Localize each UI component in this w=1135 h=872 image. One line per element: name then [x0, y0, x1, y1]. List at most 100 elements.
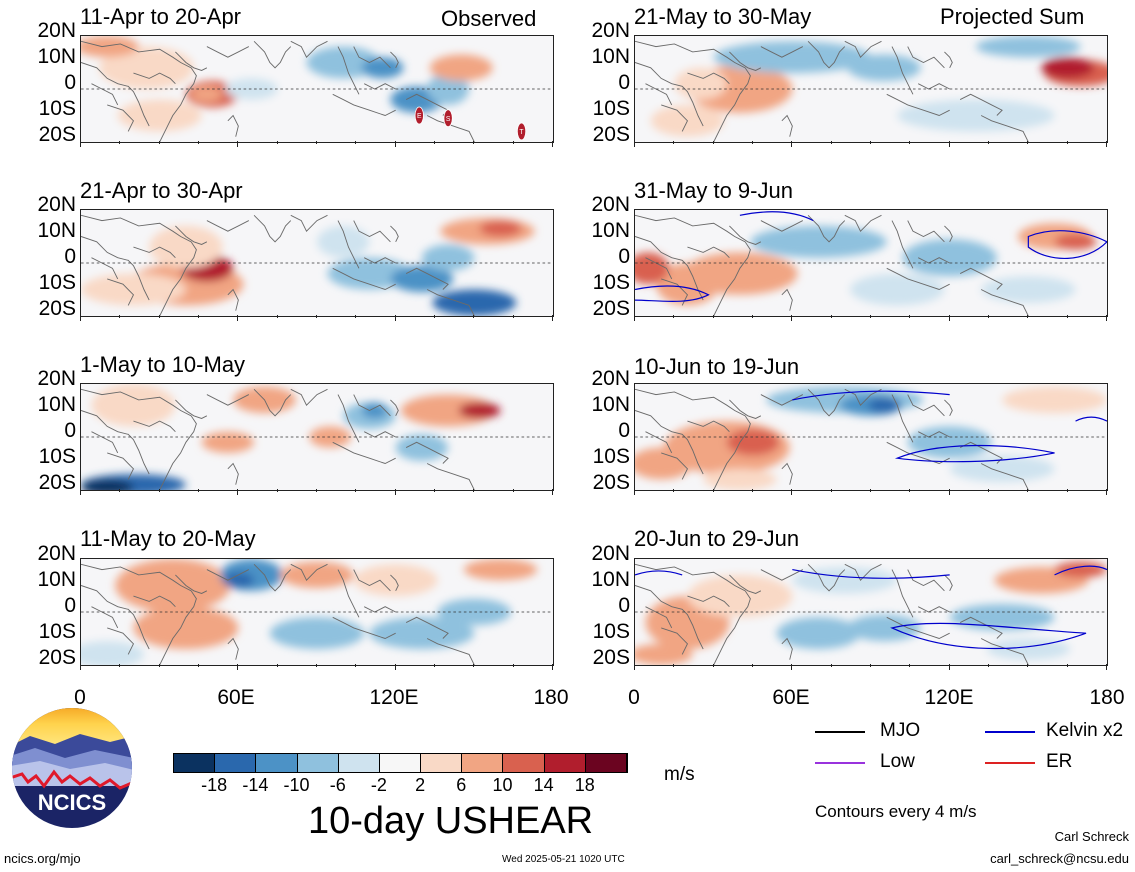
lat-label: 20S: [38, 646, 76, 669]
coastline: [91, 606, 119, 629]
coastline: [661, 104, 689, 132]
coastline: [959, 267, 1003, 290]
lon-label: 120E: [369, 686, 419, 709]
coastline: [907, 220, 945, 243]
coastline: [807, 214, 846, 243]
lat-label: 20N: [591, 19, 630, 42]
lon-tick: [355, 664, 356, 667]
lat-label: 20S: [38, 297, 76, 320]
lon-tick: [237, 664, 238, 670]
shear-anomaly-region: [1002, 386, 1107, 414]
shear-anomaly-region: [81, 641, 144, 665]
coastline: [337, 46, 360, 95]
coastline: [760, 569, 804, 581]
coastline: [645, 606, 673, 629]
lat-label: 10S: [592, 620, 630, 643]
colorbar-segment: [379, 754, 422, 772]
coastline: [253, 563, 292, 592]
shear-anomaly-region: [432, 289, 517, 316]
contour-note: Contours every 4 m/s: [815, 802, 977, 821]
projected-header: Projected Sum: [940, 4, 1085, 29]
shear-anomaly-region: [117, 99, 202, 132]
shear-anomaly-region: [306, 46, 380, 79]
lon-tick: [791, 315, 792, 321]
shear-anomaly-region: [635, 252, 670, 285]
shear-anomaly-region: [81, 479, 134, 490]
colorbar-segment: [174, 754, 216, 772]
coastline: [227, 637, 239, 660]
panel-title: 21-May to 30-May: [634, 4, 812, 29]
colorbar-tick-label: 2: [415, 775, 426, 795]
shear-anomaly-region: [1041, 57, 1094, 79]
colorbar-segment: [421, 754, 463, 772]
coastline: [390, 225, 399, 243]
shear-anomaly-region: [792, 566, 898, 594]
coastline: [363, 606, 396, 613]
shear-anomaly-region: [191, 86, 223, 103]
legend-line-kelvin: [985, 731, 1035, 733]
logo-text: NCICS: [38, 790, 106, 815]
coastline: [886, 267, 950, 291]
coastline: [807, 563, 846, 592]
kelvin-contour: [894, 444, 1055, 463]
coastline: [891, 394, 914, 443]
coastline: [253, 40, 292, 69]
coastline: [337, 569, 360, 618]
lon-tick: [1067, 664, 1068, 667]
lat-label: 10N: [37, 45, 76, 68]
colorbar-segment: [503, 754, 545, 772]
shear-anomaly-region: [201, 431, 255, 453]
shear-anomaly-region: [981, 276, 1076, 303]
footer-email[interactable]: carl_schreck@ncsu.edu: [990, 851, 1129, 866]
lat-label: 0: [64, 245, 76, 268]
coastline: [175, 399, 208, 419]
lon-tick: [831, 141, 832, 144]
coastline: [332, 267, 396, 291]
lat-label: 20S: [592, 297, 630, 320]
shear-anomaly-region: [81, 36, 139, 58]
coastline: [353, 46, 391, 69]
lon-tick: [237, 141, 238, 147]
lon-tick: [1027, 315, 1028, 318]
shear-anomaly-region: [327, 257, 412, 290]
coastline: [687, 595, 730, 608]
lon-tick: [831, 489, 832, 492]
lat-label: 20S: [38, 123, 76, 146]
lat-label: 0: [64, 419, 76, 442]
coastline: [781, 637, 793, 660]
coastline: [891, 569, 914, 618]
lon-label: 60E: [217, 686, 255, 709]
shear-anomaly-region: [713, 41, 871, 74]
lon-tick: [395, 489, 396, 495]
coastline: [844, 40, 882, 58]
panel-title: 21-Apr to 30-Apr: [80, 178, 243, 203]
footer-url[interactable]: ncics.org/mjo: [4, 851, 81, 866]
lat-label: 0: [618, 71, 630, 94]
colorbar-segment: [462, 754, 504, 772]
coastline: [844, 214, 882, 232]
lon-tick: [473, 141, 474, 144]
shear-anomaly-region: [655, 263, 719, 306]
lon-tick: [1067, 141, 1068, 144]
coastline: [133, 595, 176, 608]
colorbar-segment: [544, 754, 586, 772]
coastline: [645, 431, 673, 454]
shear-anomaly-region: [674, 67, 727, 100]
coastline: [781, 462, 793, 485]
shear-anomaly-region: [429, 54, 493, 82]
coastline: [332, 93, 396, 117]
kelvin-contour: [792, 390, 950, 401]
lon-tick: [909, 141, 910, 144]
shear-anomaly-region: [91, 384, 176, 427]
coastline: [886, 616, 950, 640]
map-panel: [80, 558, 554, 666]
shear-anomaly-region: [635, 447, 693, 480]
shear-anomaly-region: [479, 220, 522, 237]
coastline: [337, 394, 360, 443]
coastline: [363, 257, 396, 264]
coastline: [227, 288, 239, 311]
shear-anomaly-region: [222, 572, 255, 589]
coastline: [227, 462, 239, 485]
lon-tick: [988, 489, 989, 492]
plot-title: 10-day USHEAR: [308, 800, 594, 842]
